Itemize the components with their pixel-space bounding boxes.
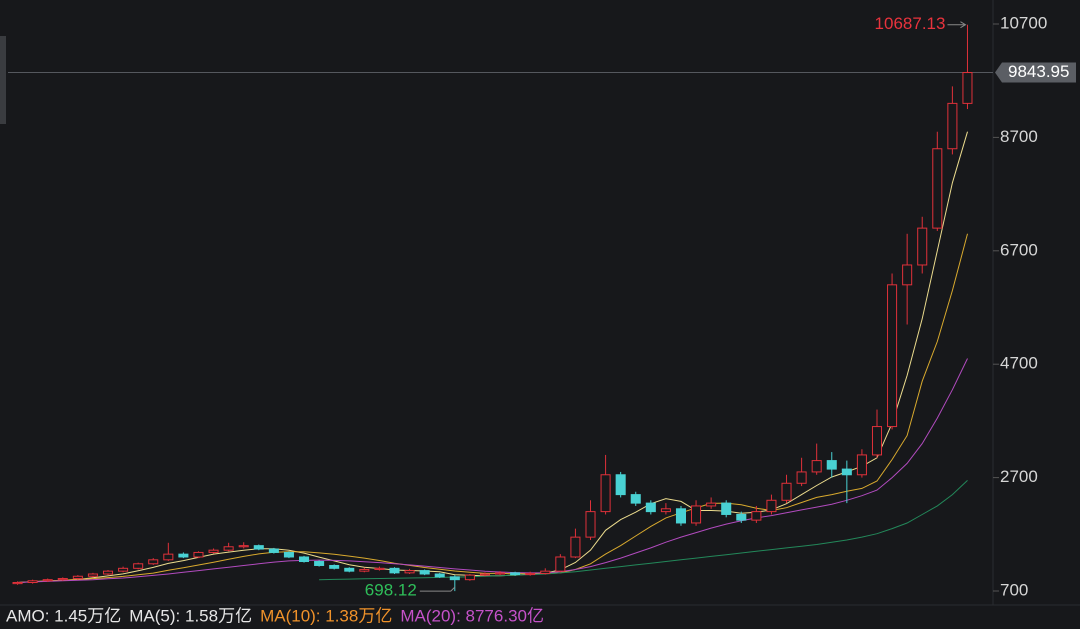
candle-body <box>751 511 762 521</box>
y-tick-label: 700 <box>1000 580 1028 599</box>
min-label: 698.12 <box>365 581 417 600</box>
candle-body <box>238 545 249 548</box>
candle-body <box>826 460 837 470</box>
candle-body <box>887 284 898 428</box>
ma-line <box>17 233 968 583</box>
y-tick-label: 10700 <box>1000 13 1047 32</box>
side-strip <box>0 36 6 124</box>
candle-body <box>359 568 370 572</box>
candle-body <box>163 553 174 561</box>
candle-body <box>208 549 219 553</box>
candle-body <box>706 502 717 507</box>
footer-legend: MA(20): 8776.30亿 <box>400 606 544 625</box>
candle-body <box>314 561 325 566</box>
candle-body <box>525 572 536 576</box>
candle-body <box>736 513 747 521</box>
candle-body <box>917 227 928 266</box>
candle-body <box>329 564 340 569</box>
candle-body <box>871 426 883 456</box>
candle-body <box>902 264 913 286</box>
candle-body <box>12 581 23 585</box>
candle-body <box>133 563 144 569</box>
candle-body <box>495 572 506 575</box>
candle-body <box>781 482 792 501</box>
candle-body <box>615 474 626 496</box>
candle-body <box>253 545 264 550</box>
last-price-tag <box>995 62 1076 83</box>
candle-body <box>841 468 852 476</box>
candle-body <box>464 574 475 581</box>
candle-body <box>540 570 551 574</box>
candle-body <box>27 580 38 583</box>
candle-body <box>102 570 114 575</box>
candle-body <box>645 502 656 513</box>
candle-body <box>389 567 400 574</box>
candle-body <box>449 576 460 581</box>
candle-body <box>193 551 204 558</box>
y-tick-label: 4700 <box>1000 354 1038 373</box>
candle-body <box>691 505 702 524</box>
candle-body <box>947 102 958 150</box>
ma-line <box>319 480 968 581</box>
candle-body <box>148 559 159 565</box>
candle-body <box>374 567 385 570</box>
candle-body <box>118 567 129 572</box>
candle-body <box>856 454 867 476</box>
candle-body <box>660 508 671 513</box>
candle-body <box>344 567 355 572</box>
last-price-label: 9843.95 <box>1008 62 1069 81</box>
footer-legend: AMO: 1.45万亿 <box>6 606 121 625</box>
candle-body <box>600 474 611 513</box>
candle-body <box>570 536 581 558</box>
candle-body <box>766 499 777 513</box>
footer-legend: MA(10): 1.38万亿 <box>260 606 392 625</box>
candle-body <box>178 553 189 558</box>
candle-body <box>721 502 732 515</box>
candle-body <box>223 546 234 551</box>
candle-body <box>283 551 294 558</box>
y-tick-label: 6700 <box>1000 240 1038 259</box>
candle-body <box>42 579 53 582</box>
candle-body <box>419 570 430 575</box>
y-tick-label: 8700 <box>1000 127 1038 146</box>
max-arrow <box>947 21 967 29</box>
candle-body <box>87 573 98 577</box>
candle-body <box>962 72 973 104</box>
candle-body <box>630 494 641 504</box>
max-label: 10687.13 <box>875 14 946 33</box>
candle-body <box>675 508 686 524</box>
candle-body <box>404 570 415 574</box>
footer-legend: MA(5): 1.58万亿 <box>129 606 252 625</box>
candle-body <box>932 148 943 229</box>
min-arrow <box>419 586 456 592</box>
candle-body <box>796 471 807 484</box>
candle-body <box>299 556 310 563</box>
y-tick-label: 2700 <box>1000 467 1038 486</box>
candle-body <box>479 573 490 576</box>
candle-body <box>811 460 822 473</box>
candle-body <box>434 573 445 578</box>
candle-body <box>585 511 596 538</box>
candle-body <box>555 556 566 572</box>
candle-body <box>72 575 83 580</box>
candle-body <box>57 578 68 581</box>
candle-body <box>268 548 279 553</box>
ma-line <box>17 358 968 583</box>
candle-body <box>510 572 521 576</box>
